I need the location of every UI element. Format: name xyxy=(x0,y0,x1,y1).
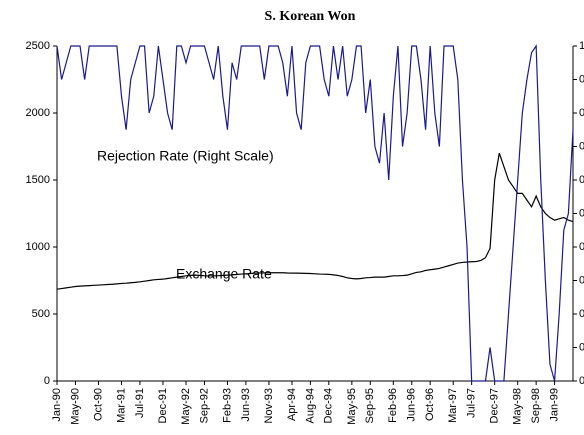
y-tick-label: 2500 xyxy=(26,40,50,52)
y2-tick-label: 0 xyxy=(579,375,584,387)
y2-tick-label: 0.1 xyxy=(579,341,584,353)
y2-tick-label: 0.6 xyxy=(579,174,584,186)
x-tick-label: Sep-98 xyxy=(530,388,542,423)
y2-tick-label: 1 xyxy=(579,40,584,52)
x-tick-label: Apr-94 xyxy=(286,388,298,421)
x-tick-label: Dec-97 xyxy=(489,388,501,423)
x-tick-label: Sep-92 xyxy=(198,388,210,423)
series-line xyxy=(56,153,574,290)
y2-tick-label: 0.5 xyxy=(579,207,584,219)
x-tick-label: Aug-94 xyxy=(304,388,316,423)
x-tick-label: Nov-93 xyxy=(263,388,275,423)
series-line xyxy=(56,44,574,382)
y-tick-label: 0 xyxy=(44,375,50,387)
x-tick-label: Jun-96 xyxy=(406,388,418,422)
annotation: Rejection Rate (Right Scale) xyxy=(97,148,274,164)
x-tick-label: Jul-91 xyxy=(134,388,146,418)
y-tick-label: 500 xyxy=(32,308,50,320)
x-tick-label: Dec-94 xyxy=(323,388,335,423)
x-tick-label: Oct-90 xyxy=(92,388,104,421)
x-tick-label: May-92 xyxy=(180,388,192,425)
y2-tick-label: 0.8 xyxy=(579,107,584,119)
x-tick-label: Mar-97 xyxy=(447,388,459,423)
y2-tick-label: 0.4 xyxy=(579,241,584,253)
x-tick-label: May-95 xyxy=(346,388,358,425)
x-tick-label: Feb-96 xyxy=(387,388,399,423)
x-tick-label: Oct-96 xyxy=(424,388,436,421)
x-tick-label: Sep-95 xyxy=(364,388,376,423)
x-tick-label: May-98 xyxy=(512,388,524,425)
y-tick-label: 2000 xyxy=(26,107,50,119)
x-tick-label: Jan-90 xyxy=(51,388,63,422)
x-tick-label: May-90 xyxy=(69,388,81,425)
x-tick-label: Feb-93 xyxy=(221,388,233,423)
x-tick-label: Jul-97 xyxy=(466,388,478,418)
y2-tick-label: 0.3 xyxy=(579,274,584,286)
y-tick-label: 1500 xyxy=(26,174,50,186)
y2-tick-label: 0.7 xyxy=(579,140,584,152)
y-tick-label: 1000 xyxy=(26,241,50,253)
y2-tick-label: 0.9 xyxy=(579,73,584,85)
chart-title: S. Korean Won xyxy=(265,9,356,24)
y2-tick-label: 0.2 xyxy=(579,308,584,320)
annotation: Exchange Rate xyxy=(176,266,272,282)
x-tick-label: Jan-99 xyxy=(548,388,560,422)
x-tick-label: Dec-91 xyxy=(157,388,169,423)
x-tick-label: Jun-93 xyxy=(240,388,252,422)
x-tick-label: Mar-91 xyxy=(115,388,127,423)
